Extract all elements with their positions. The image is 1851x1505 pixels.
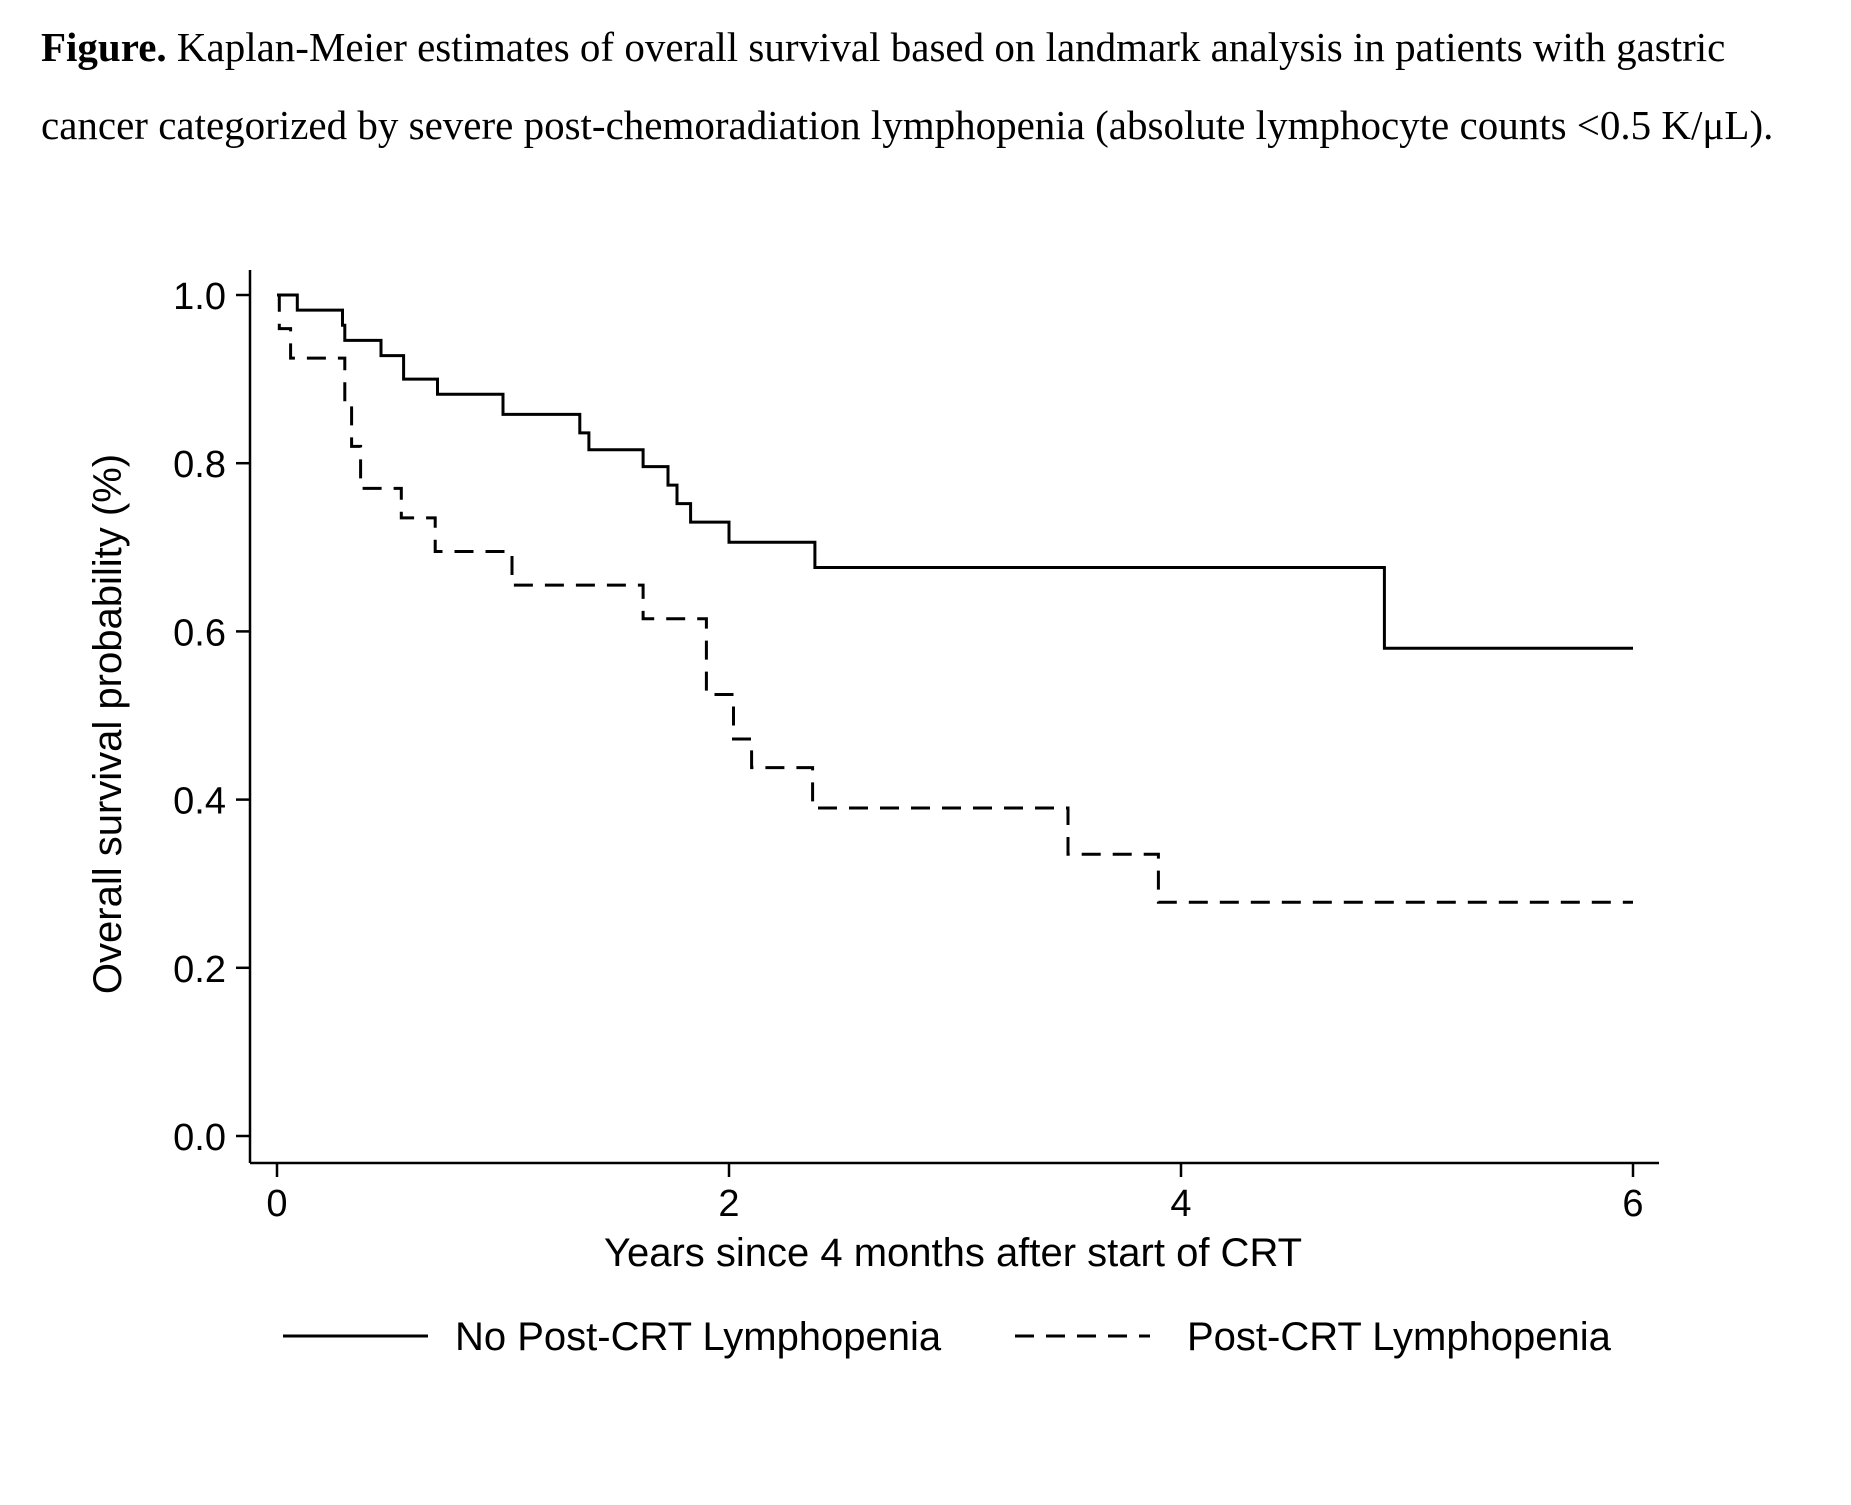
y-tick-label-0: 0.0 bbox=[173, 1117, 226, 1159]
x-tick-label-1: 2 bbox=[718, 1183, 739, 1225]
ticks: 0.0 0.2 0.4 0.6 0.8 1.0 0 2 4 6 bbox=[173, 276, 1643, 1225]
caption-label: Figure. bbox=[41, 24, 167, 70]
x-tick-label-0: 0 bbox=[266, 1183, 287, 1225]
y-tick-label-3: 0.6 bbox=[173, 612, 226, 654]
series-0-curve bbox=[277, 293, 1633, 650]
x-tick-label-3: 6 bbox=[1622, 1183, 1643, 1225]
y-tick-label-1: 0.2 bbox=[173, 949, 226, 991]
x-axis-label: Years since 4 months after start of CRT bbox=[604, 1231, 1302, 1275]
legend-label-0: No Post-CRT Lymphopenia bbox=[455, 1315, 942, 1359]
legend-label-1: Post-CRT Lymphopenia bbox=[1187, 1315, 1612, 1359]
caption-text: Kaplan-Meier estimates of overall surviv… bbox=[41, 24, 1774, 148]
y-tick-label-2: 0.4 bbox=[173, 781, 226, 823]
y-axis-label: Overall survival probability (%) bbox=[86, 454, 130, 994]
series-1-curve bbox=[277, 293, 1633, 904]
y-tick-label-5: 1.0 bbox=[173, 276, 226, 318]
axes bbox=[248, 270, 1659, 1165]
y-tick-label-4: 0.8 bbox=[173, 444, 226, 486]
figure-caption: Figure. Kaplan-Meier estimates of overal… bbox=[41, 8, 1811, 164]
x-tick-label-2: 4 bbox=[1170, 1183, 1191, 1225]
survival-curves bbox=[277, 293, 1633, 904]
legend: No Post-CRT Lymphopenia Post-CRT Lymphope… bbox=[283, 1315, 1612, 1359]
